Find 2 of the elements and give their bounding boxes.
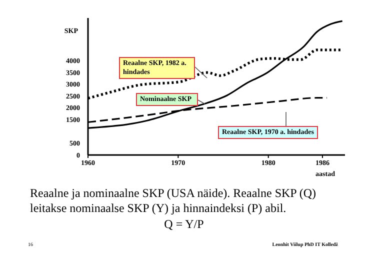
text: Q = Y/P [163,217,205,232]
text: Reaalne ja nominaalne SKP (USA näide). Reaalne SKP (Q) leitakse nominaalse SKP (Y) ja hinnaindeksi (P) abil. [30,186,318,216]
